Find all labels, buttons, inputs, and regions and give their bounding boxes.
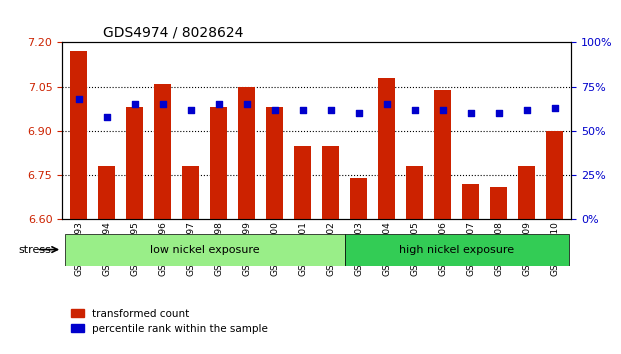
Point: [130, 102, 140, 107]
Bar: [462, 184, 479, 219]
Point: [158, 102, 168, 107]
Bar: [266, 107, 283, 219]
Text: stress: stress: [19, 245, 52, 255]
Bar: [155, 84, 171, 219]
Bar: [546, 131, 563, 219]
Bar: [127, 107, 143, 219]
Bar: [183, 166, 199, 219]
Point: [186, 107, 196, 113]
Bar: [294, 146, 311, 219]
FancyBboxPatch shape: [345, 234, 568, 266]
Bar: [211, 107, 227, 219]
Bar: [406, 166, 423, 219]
Bar: [490, 187, 507, 219]
Bar: [518, 166, 535, 219]
Point: [522, 107, 532, 113]
Point: [410, 107, 420, 113]
Point: [214, 102, 224, 107]
Point: [354, 110, 364, 116]
Point: [550, 105, 560, 111]
Point: [466, 110, 476, 116]
Legend: transformed count, percentile rank within the sample: transformed count, percentile rank withi…: [67, 305, 273, 338]
Point: [270, 107, 279, 113]
Text: high nickel exposure: high nickel exposure: [399, 245, 514, 255]
Point: [102, 114, 112, 120]
Point: [494, 110, 504, 116]
FancyBboxPatch shape: [65, 234, 345, 266]
Point: [74, 96, 84, 102]
Bar: [71, 51, 88, 219]
Text: low nickel exposure: low nickel exposure: [150, 245, 260, 255]
Bar: [238, 87, 255, 219]
Bar: [378, 78, 395, 219]
Point: [297, 107, 307, 113]
Text: GDS4974 / 8028624: GDS4974 / 8028624: [103, 26, 243, 40]
Point: [326, 107, 336, 113]
Point: [242, 102, 252, 107]
Bar: [322, 146, 339, 219]
Point: [438, 107, 448, 113]
Bar: [99, 166, 116, 219]
Point: [382, 102, 392, 107]
Bar: [434, 90, 451, 219]
Bar: [350, 178, 367, 219]
